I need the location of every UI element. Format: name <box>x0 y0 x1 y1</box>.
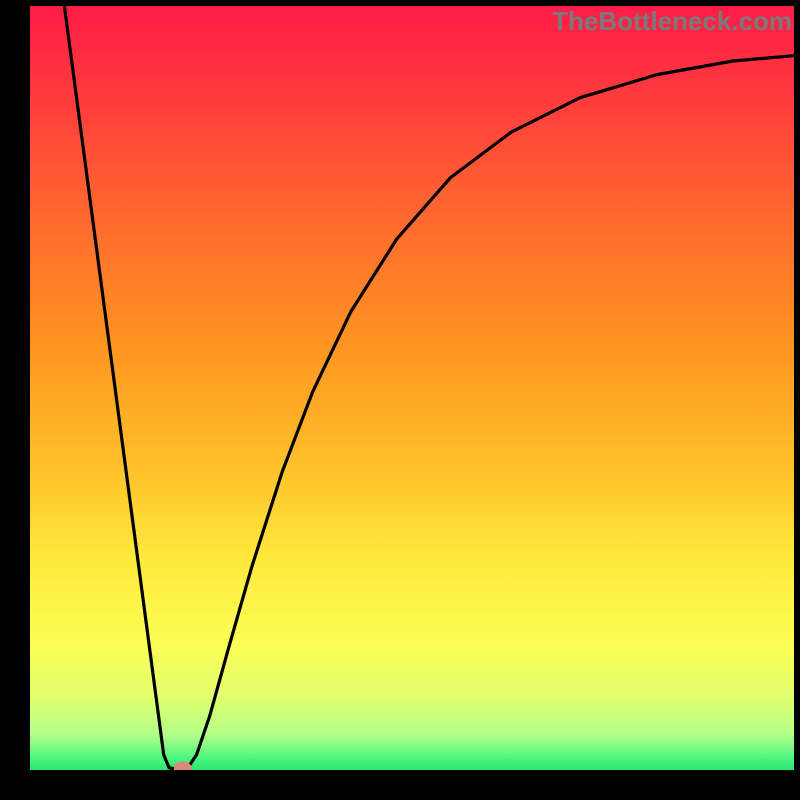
chart-svg <box>30 6 794 770</box>
plot-area <box>30 6 794 770</box>
watermark-text: TheBottleneck.com <box>552 6 792 37</box>
gradient-background <box>30 6 794 770</box>
